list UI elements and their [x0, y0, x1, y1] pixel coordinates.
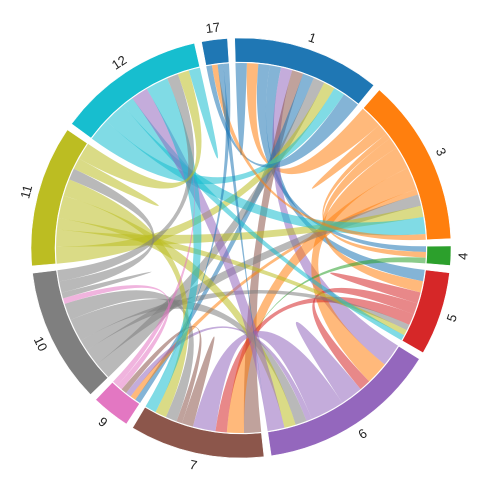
group-arc-1 — [234, 37, 375, 105]
ribbon-1-3 — [246, 63, 380, 175]
group-arcs — [30, 37, 452, 459]
group-label-7: 7 — [188, 457, 198, 473]
group-arc-9 — [95, 382, 140, 425]
ribbon-6-6 — [295, 321, 361, 403]
ribbon-3-6 — [311, 147, 408, 382]
group-arc-12 — [71, 42, 200, 139]
ribbon-3-10 — [86, 194, 422, 365]
group-arc-5 — [401, 269, 450, 354]
ribbon-1-17 — [206, 65, 358, 168]
group-label-5: 5 — [443, 312, 460, 324]
ribbon-6-12 — [132, 88, 285, 432]
ribbon-7-9 — [121, 326, 202, 424]
group-label-9: 9 — [96, 414, 111, 430]
ribbon-3-5 — [322, 138, 423, 293]
group-label-1: 1 — [306, 29, 318, 46]
ribbon-10-12 — [57, 74, 195, 282]
group-arc-11 — [30, 129, 88, 267]
group-label-3: 3 — [433, 145, 450, 158]
ribbon-6-7 — [192, 330, 343, 432]
group-arc-3 — [363, 89, 452, 240]
ribbon-11-11 — [73, 158, 159, 206]
group-label-4: 4 — [455, 252, 470, 260]
ribbon-1-9 — [135, 73, 314, 404]
group-label-17: 17 — [205, 19, 221, 36]
ribbon-11-12 — [79, 70, 202, 189]
ribbons — [56, 63, 426, 433]
ribbon-10-11 — [59, 168, 155, 293]
ribbon-6-17 — [217, 63, 268, 432]
ribbon-1-1 — [235, 63, 247, 156]
group-label-12: 12 — [109, 52, 129, 72]
ribbon-6-11 — [58, 195, 296, 428]
group-arc-7 — [132, 406, 265, 459]
ribbon-7-10 — [64, 290, 194, 422]
ribbon-7-7 — [181, 336, 215, 427]
ribbon-5-11 — [56, 217, 407, 336]
ribbon-3-12 — [106, 105, 426, 236]
ribbon-5-5 — [330, 272, 421, 304]
ribbon-3-7 — [226, 167, 417, 433]
ribbon-5-7 — [215, 296, 414, 433]
group-arc-6 — [267, 345, 420, 457]
ribbon-10-10 — [61, 271, 152, 299]
group-arc-10 — [32, 270, 109, 395]
ribbon-6-9 — [126, 326, 312, 422]
ribbon-12-12 — [188, 67, 218, 159]
chart-root: 1 3 4 5 6 7 9 10 11 12 17 — [17, 19, 470, 472]
group-label-11: 11 — [17, 183, 35, 200]
group-label-6: 6 — [355, 426, 369, 443]
ribbon-1-7 — [243, 70, 304, 433]
group-arc-4 — [426, 245, 452, 266]
group-arc-17 — [201, 38, 230, 66]
ribbon-1-10 — [97, 77, 325, 378]
group-label-10: 10 — [31, 334, 51, 354]
ribbon-9-10 — [62, 285, 170, 390]
ribbon-7-12 — [145, 78, 202, 413]
ribbon-3-3 — [311, 124, 387, 189]
